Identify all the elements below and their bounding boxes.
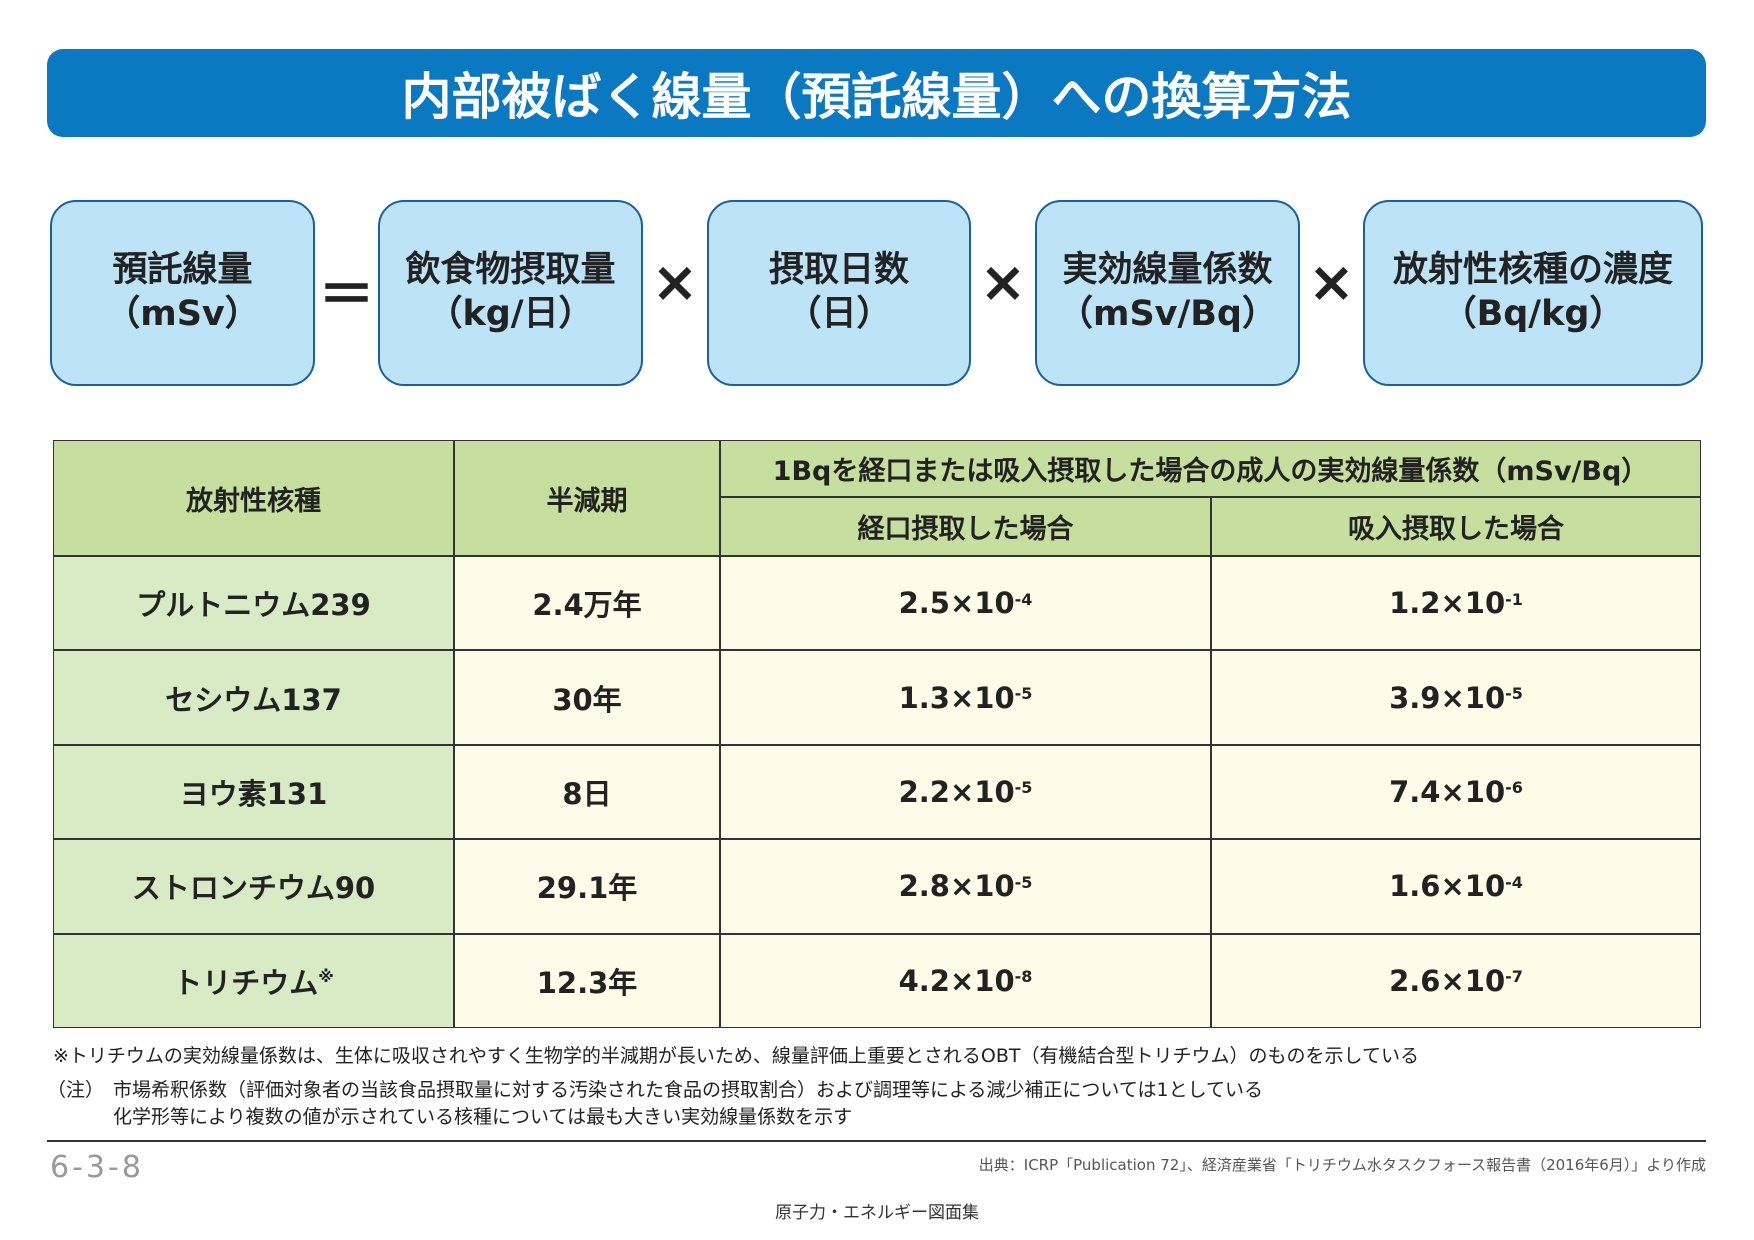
header-cell: 経口摂取した場合 [720, 497, 1211, 556]
coefficient: 2.2×10 [898, 774, 1015, 809]
source: 出典：ICRP「Publication 72」、経済産業省「トリチウム水タスクフ… [978, 1156, 1706, 1174]
ingestion-cell: 2.5×10 -4 [720, 556, 1211, 651]
half-life: 30年 [552, 682, 622, 717]
exponent: -5 [1014, 778, 1033, 798]
exponent: -6 [1505, 778, 1523, 798]
inhalation-cell: 3.9×10 -5 [1211, 650, 1701, 745]
nuclide: セシウム137 [165, 682, 342, 717]
box-label: 放射性核種の濃度 [1392, 250, 1673, 291]
formula-box: 飲食物摂取量 （kg/日） [378, 200, 643, 386]
half-life: 29.1年 [536, 871, 638, 906]
box-unit: （日） [786, 294, 892, 334]
ingestion-cell: 1.3×10 -5 [720, 650, 1211, 745]
footnote-mark: ※ [318, 967, 334, 987]
header-cell: 半減期 [454, 440, 720, 556]
box-unit: （Bq/kg） [1441, 294, 1625, 334]
nuclide-cell: プルトニウム239 [53, 556, 454, 651]
nuclide: トリチウム [173, 965, 319, 1000]
half-life-cell: 8日 [454, 744, 720, 840]
nuclide: ヨウ素131 [179, 776, 328, 811]
coefficient: 1.6×10 [1389, 869, 1506, 904]
coefficient: 2.8×10 [898, 869, 1015, 904]
exponent: -1 [1505, 589, 1523, 609]
operator: ＝ [318, 263, 375, 328]
coefficient: 2.6×10 [1389, 963, 1506, 998]
note-label: （注） [47, 1079, 105, 1101]
box-label: 実効線量係数 [1062, 250, 1273, 291]
exponent: -4 [1014, 589, 1033, 609]
coefficient: 1.2×10 [1389, 586, 1506, 621]
half-life: 12.3年 [536, 965, 638, 1000]
half-life-cell: 29.1年 [454, 839, 720, 934]
nuclide-cell: ストロンチウム90 [53, 839, 454, 934]
coefficient: 7.4×10 [1389, 774, 1506, 809]
formula-box: 預託線量 （mSv） [50, 200, 315, 386]
coefficient: 4.2×10 [898, 963, 1015, 998]
nuclide: プルトニウム239 [136, 588, 371, 623]
note-line: 化学形等により複数の値が示されている核種については最も大きい実効線量係数を示す [113, 1106, 853, 1128]
operator: × [651, 250, 699, 315]
inhalation-cell: 7.4×10 -6 [1211, 744, 1701, 840]
half-life-cell: 12.3年 [454, 933, 720, 1028]
nuclide-cell: トリチウム ※ [53, 933, 454, 1028]
note-line: 市場希釈係数（評価対象者の当該食品摂取量に対する汚染された食品の摂取割合）および… [113, 1079, 1264, 1101]
header-cell: 放射性核種 [53, 440, 454, 556]
title: 内部被ばく線量（預託線量）への換算方法 [401, 68, 1352, 126]
publication: 原子力・エネルギー図面集 [775, 1203, 979, 1223]
exponent: -7 [1505, 967, 1523, 987]
box-label: 摂取日数 [768, 250, 909, 291]
exponent: -4 [1505, 872, 1523, 892]
coefficient: 2.5×10 [898, 586, 1015, 621]
box-unit: （mSv） [105, 294, 260, 334]
operator: × [1308, 250, 1355, 315]
ingestion-cell: 4.2×10 -8 [720, 933, 1211, 1028]
formula-box: 摂取日数 （日） [707, 200, 971, 386]
formula-box: 放射性核種の濃度 （Bq/kg） [1363, 200, 1703, 386]
title-bar: 内部被ばく線量（預託線量）への換算方法 [47, 49, 1706, 137]
header-text: 吸入摂取した場合 [1348, 514, 1564, 545]
formula-box: 実効線量係数 （mSv/Bq） [1035, 200, 1300, 386]
header-text: 半減期 [546, 485, 628, 517]
half-life: 8日 [562, 776, 612, 811]
nuclide: ストロンチウム90 [131, 871, 376, 906]
header-cell: 1Bqを経口または吸入摂取した場合の成人の実効線量係数（mSv/Bq） [720, 440, 1701, 497]
nuclide-cell: セシウム137 [53, 650, 454, 745]
coefficient: 1.3×10 [898, 680, 1015, 715]
ingestion-cell: 2.2×10 -5 [720, 744, 1211, 840]
inhalation-cell: 1.6×10 -4 [1211, 839, 1701, 934]
half-life-cell: 30年 [454, 650, 720, 745]
exponent: -5 [1014, 872, 1033, 892]
header-text: 放射性核種 [186, 485, 321, 517]
footer-rule [47, 1140, 1706, 1142]
operator: × [979, 250, 1027, 315]
exponent: -5 [1014, 684, 1033, 704]
coefficient: 3.9×10 [1389, 680, 1506, 715]
box-unit: （mSv/Bq） [1057, 294, 1277, 334]
inhalation-cell: 2.6×10 -7 [1211, 933, 1701, 1028]
inhalation-cell: 1.2×10 -1 [1211, 556, 1701, 651]
exponent: -5 [1505, 684, 1523, 704]
box-label: 預託線量 [112, 250, 253, 291]
header-cell: 吸入摂取した場合 [1211, 497, 1701, 556]
box-label: 飲食物摂取量 [405, 250, 616, 291]
ingestion-cell: 2.8×10 -5 [720, 839, 1211, 934]
exponent: -8 [1014, 967, 1033, 987]
header-text: 1Bqを経口または吸入摂取した場合の成人の実効線量係数（mSv/Bq） [772, 456, 1649, 487]
half-life-cell: 2.4万年 [454, 556, 720, 651]
note-asterisk: ※トリチウムの実効線量係数は、生体に吸収されやすく生物学的半減期が長いため、線量… [53, 1045, 1419, 1067]
nuclide-cell: ヨウ素131 [53, 744, 454, 840]
half-life: 2.4万年 [532, 588, 642, 623]
page-number: 6-3-8 [50, 1150, 144, 1185]
box-unit: （kg/日） [427, 294, 594, 334]
header-text: 経口摂取した場合 [857, 514, 1074, 545]
